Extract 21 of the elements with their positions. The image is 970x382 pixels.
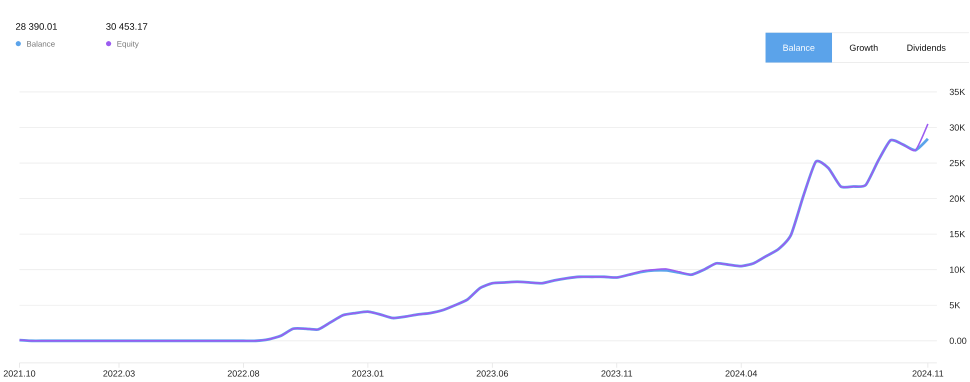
x-tick-label: 2023.06: [476, 370, 508, 377]
y-tick-label: 30K: [950, 124, 966, 131]
y-tick-label: 25K: [950, 160, 966, 166]
y-tick-label: 5K: [950, 302, 960, 308]
x-tick-label: 2024.11: [912, 370, 944, 377]
text: Dividends: [907, 44, 946, 51]
x-tick-label: 2024.04: [726, 370, 758, 377]
text: 30 453.17: [106, 23, 148, 30]
x-tick-label: 2023.01: [352, 370, 384, 377]
y-tick-label: 15K: [950, 231, 966, 238]
y-tick-label: 35K: [950, 88, 966, 96]
y-tick-label: 0.00: [950, 338, 966, 344]
x-tick-label: 2022.03: [103, 370, 135, 377]
text: Balance: [783, 44, 815, 51]
x-tick-label: 2022.08: [228, 370, 260, 377]
y-tick-label: 10K: [950, 266, 966, 273]
x-tick-label: 2023.11: [601, 370, 632, 377]
x-tick-label: 2021.10: [4, 370, 36, 377]
text: Growth: [850, 44, 878, 51]
y-tick-label: 20K: [950, 195, 966, 202]
text: 28 390.01: [16, 23, 57, 30]
